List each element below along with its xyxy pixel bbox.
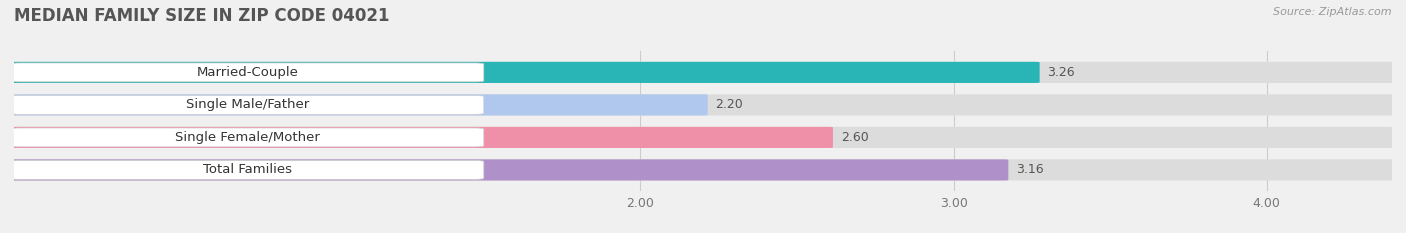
FancyBboxPatch shape [10, 94, 1396, 116]
FancyBboxPatch shape [11, 96, 484, 114]
FancyBboxPatch shape [10, 62, 1039, 83]
Text: 2.20: 2.20 [716, 98, 744, 111]
FancyBboxPatch shape [10, 159, 1396, 181]
Text: MEDIAN FAMILY SIZE IN ZIP CODE 04021: MEDIAN FAMILY SIZE IN ZIP CODE 04021 [14, 7, 389, 25]
FancyBboxPatch shape [11, 128, 484, 147]
FancyBboxPatch shape [10, 127, 1396, 148]
FancyBboxPatch shape [10, 159, 1008, 181]
FancyBboxPatch shape [11, 63, 484, 82]
FancyBboxPatch shape [11, 161, 484, 179]
Text: 2.60: 2.60 [841, 131, 869, 144]
Text: Source: ZipAtlas.com: Source: ZipAtlas.com [1274, 7, 1392, 17]
FancyBboxPatch shape [10, 94, 707, 116]
FancyBboxPatch shape [10, 62, 1396, 83]
FancyBboxPatch shape [10, 127, 832, 148]
Text: 3.26: 3.26 [1047, 66, 1076, 79]
Text: Total Families: Total Families [202, 163, 292, 176]
Text: Married-Couple: Married-Couple [197, 66, 298, 79]
Text: Single Male/Father: Single Male/Father [186, 98, 309, 111]
Text: Single Female/Mother: Single Female/Mother [174, 131, 319, 144]
Text: 3.16: 3.16 [1017, 163, 1043, 176]
